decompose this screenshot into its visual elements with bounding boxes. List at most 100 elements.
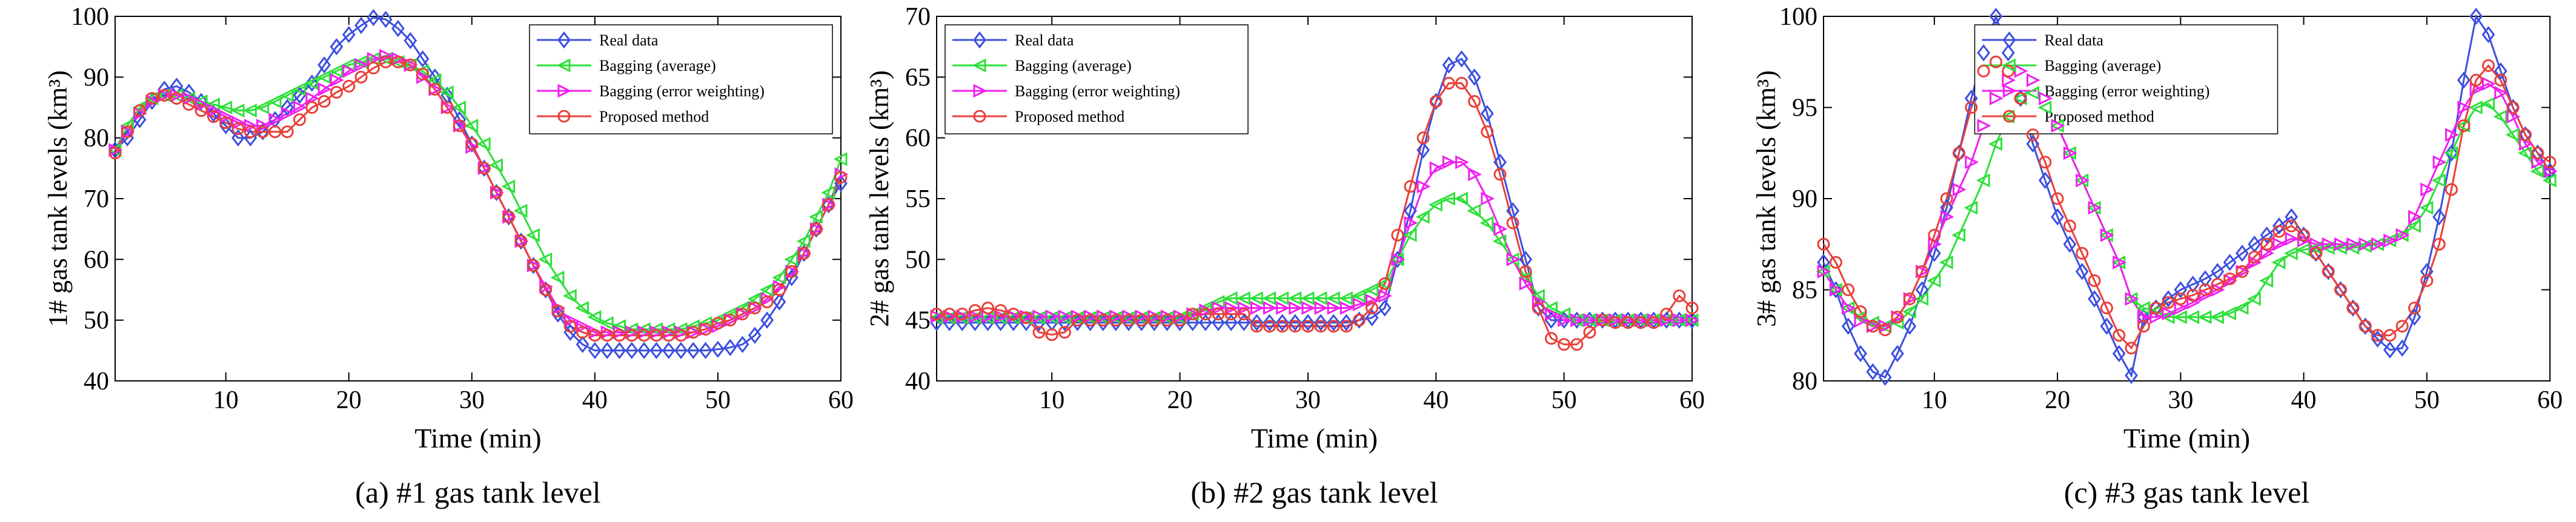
marker bbox=[1071, 309, 1085, 324]
marker bbox=[1479, 216, 1494, 230]
marker bbox=[1608, 316, 1622, 329]
marker bbox=[1672, 311, 1686, 329]
marker bbox=[2383, 341, 2397, 358]
y-tick-label: 90 bbox=[84, 64, 109, 91]
marker bbox=[735, 335, 749, 353]
marker bbox=[1199, 303, 1213, 318]
marker bbox=[1339, 301, 1354, 316]
marker bbox=[1352, 314, 1366, 327]
marker bbox=[514, 234, 528, 248]
marker bbox=[2334, 281, 2348, 299]
marker bbox=[2075, 263, 2089, 280]
marker bbox=[292, 82, 307, 96]
x-tick-label: 60 bbox=[1679, 386, 1705, 414]
marker bbox=[1339, 314, 1353, 331]
marker bbox=[2162, 296, 2175, 309]
marker bbox=[1455, 76, 1469, 90]
marker bbox=[502, 208, 516, 226]
marker bbox=[2408, 210, 2422, 224]
marker bbox=[2285, 208, 2299, 226]
x-axis-label: Time (min) bbox=[414, 423, 541, 454]
marker bbox=[822, 196, 835, 214]
marker bbox=[2113, 329, 2126, 342]
marker bbox=[501, 179, 516, 194]
marker bbox=[403, 31, 417, 50]
marker bbox=[2469, 7, 2483, 25]
marker bbox=[1276, 301, 1290, 316]
marker bbox=[108, 147, 122, 160]
marker bbox=[1964, 90, 1978, 107]
marker bbox=[1939, 255, 1953, 269]
marker bbox=[2481, 25, 2495, 44]
marker bbox=[1135, 314, 1148, 327]
marker bbox=[1314, 320, 1327, 333]
marker bbox=[955, 308, 969, 321]
marker bbox=[2002, 31, 2016, 49]
marker bbox=[562, 289, 577, 303]
marker bbox=[1237, 301, 1252, 316]
marker bbox=[476, 137, 491, 151]
marker bbox=[2530, 164, 2544, 179]
marker bbox=[1532, 302, 1545, 315]
marker bbox=[1989, 7, 2003, 25]
marker bbox=[367, 51, 381, 66]
legend-label: Real data bbox=[599, 31, 659, 49]
marker bbox=[2432, 155, 2447, 170]
marker bbox=[2271, 255, 2286, 269]
marker bbox=[108, 141, 122, 159]
marker bbox=[1289, 320, 1302, 333]
marker bbox=[2322, 263, 2335, 280]
marker bbox=[1338, 291, 1353, 305]
marker bbox=[1327, 301, 1341, 316]
marker bbox=[637, 329, 651, 342]
marker bbox=[2076, 173, 2090, 188]
marker bbox=[489, 158, 503, 173]
y-tick-label: 50 bbox=[84, 307, 109, 335]
marker bbox=[304, 76, 319, 90]
marker bbox=[1147, 314, 1161, 327]
marker bbox=[2209, 310, 2224, 325]
marker bbox=[538, 252, 553, 266]
marker bbox=[2112, 345, 2126, 363]
marker bbox=[1481, 191, 1495, 206]
marker bbox=[293, 113, 307, 127]
marker bbox=[526, 257, 540, 274]
marker bbox=[1914, 292, 1929, 306]
marker bbox=[2260, 237, 2274, 251]
marker bbox=[317, 82, 332, 96]
marker bbox=[1237, 308, 1250, 321]
marker bbox=[2234, 301, 2249, 316]
marker bbox=[1032, 309, 1047, 324]
marker bbox=[1468, 167, 1482, 182]
marker bbox=[2174, 292, 2187, 306]
marker bbox=[1467, 203, 1481, 218]
marker bbox=[2505, 128, 2520, 142]
marker bbox=[170, 91, 184, 105]
marker bbox=[1953, 182, 1967, 197]
marker bbox=[2026, 135, 2040, 153]
marker bbox=[551, 305, 565, 318]
legend-label: Proposed method bbox=[2045, 108, 2154, 125]
marker bbox=[1903, 292, 1916, 306]
marker bbox=[833, 152, 848, 167]
marker bbox=[1289, 301, 1303, 316]
marker bbox=[1147, 309, 1162, 324]
marker bbox=[1842, 301, 1856, 316]
marker bbox=[600, 329, 614, 342]
marker bbox=[1903, 317, 1917, 335]
marker bbox=[403, 58, 417, 71]
marker bbox=[2383, 233, 2398, 248]
marker bbox=[1866, 363, 1880, 381]
marker bbox=[576, 326, 589, 339]
marker bbox=[699, 342, 712, 359]
marker bbox=[464, 119, 479, 133]
marker bbox=[674, 342, 688, 359]
marker bbox=[2543, 164, 2558, 179]
marker bbox=[1109, 314, 1123, 327]
marker bbox=[2309, 237, 2324, 251]
marker bbox=[612, 342, 626, 359]
marker bbox=[587, 310, 602, 325]
marker bbox=[563, 320, 577, 333]
marker bbox=[1480, 105, 1494, 122]
